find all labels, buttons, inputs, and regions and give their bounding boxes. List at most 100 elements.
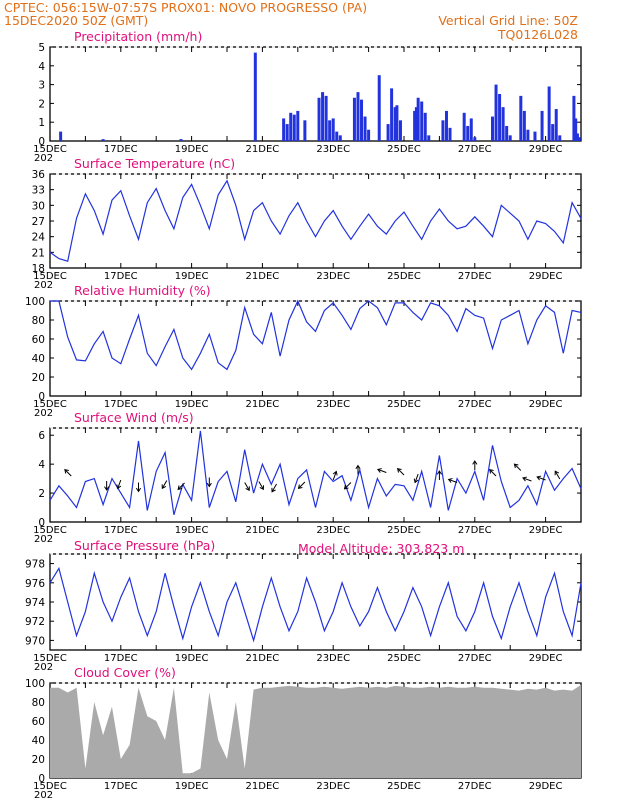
x-tick-label: 29DEC [529,144,563,155]
precip-bar [331,118,335,141]
precip-bar [328,120,332,141]
y-tick-label: 40 [32,735,45,747]
precip-bar [466,125,470,141]
plot-frame [49,173,582,269]
precip-bar [393,107,397,141]
wind-arrow-shaft [161,480,168,489]
precip-bar [282,118,286,141]
precip-bar [253,52,257,141]
x-tick-label: 21DEC [246,144,280,155]
precip-bar [575,133,579,141]
x-tick-label: 17DEC [104,653,138,664]
precip-bar [441,120,445,141]
wind-arrow-shaft [554,470,561,480]
wind-arrow-shaft [244,482,250,491]
y-tick-label: 33 [32,185,45,197]
x-year-stub: 202 [34,534,53,545]
wind-arrow-shaft [514,463,522,471]
precip-bar [416,97,420,141]
wind-arrow-shaft [489,469,497,477]
x-tick-label: 17DEC [104,525,138,536]
x-tick-label: 15DEC [33,781,67,792]
y-tick-label: 978 [25,559,45,571]
y-tick-label: 0 [38,136,45,148]
y-tick-label: 36 [32,169,46,181]
y-tick-label: 20 [32,372,45,384]
wind-arrow-shaft [271,483,277,493]
panel-title: Cloud Cover (%) [74,665,176,680]
precip-bar [554,109,558,141]
wind-arrow-head [104,486,110,491]
precip-bar [469,118,473,141]
x-tick-label: 21DEC [246,781,280,792]
y-tick-label: 976 [25,578,45,590]
x-tick-label: 29DEC [529,525,563,536]
x-tick-label: 27DEC [458,271,492,282]
x-tick-label: 19DEC [175,399,209,410]
x-tick-label: 29DEC [529,781,563,792]
wind-arrow-head [355,464,361,470]
wind-arrow-shaft [377,468,387,473]
panel-title: Relative Humidity (%) [74,283,211,298]
wind-arrow-head [271,487,276,493]
panel-humidity: Relative Humidity (%) 0 20 40 60 80 100 15DEC 17… [25,283,582,419]
x-year-stub: 202 [34,153,53,164]
precip-bar [179,139,183,141]
precip-bar [285,124,289,141]
wind-arrow-head [245,486,250,492]
wind-arrow-head [161,484,167,490]
x-year-stub: 202 [34,790,53,800]
y-tick-label: 2 [38,488,45,500]
x-tick-label: 29DEC [529,399,563,410]
precip-bar [577,137,581,141]
panel-cloud: Cloud Cover (%) 0 20 40 60 80 100 15DEC 17DEC 19D… [25,665,582,800]
precip-bar [574,118,578,141]
y-tick-label: 21 [32,247,45,259]
panel-temp: Surface Temperature (nC) 18 21 24 27 30 33 36 15… [32,156,582,291]
wind-arrow-shaft [332,471,337,481]
panel-precip: Precipitation (mm/h) 0 1 2 3 4 5 15DEC 17DEC 19DE… [33,29,582,164]
x-tick-label: 29DEC [529,653,563,664]
y-tick-label: 80 [32,697,45,709]
precip-bar [491,116,494,141]
chart-panels: Precipitation (mm/h) 0 1 2 3 4 5 15DEC 17DEC 19DE… [25,29,582,800]
precip-bar [390,88,394,141]
y-tick-label: 0 [38,517,45,529]
precip-bar [398,120,402,141]
precip-bar [551,124,555,141]
series-line-temp [49,179,582,262]
precip-bar [423,112,427,141]
precip-bar [547,86,551,141]
precip-bar [367,129,371,141]
y-tick-label: 24 [32,232,46,244]
y-tick-label: 0 [38,773,45,785]
precip-bar [522,110,526,141]
x-tick-label: 25DEC [387,781,421,792]
y-tick-label: 20 [32,754,45,766]
header-run-date: 15DEC2020 50Z (GMT) [4,13,148,28]
precip-bar [352,97,356,141]
precip-bar [420,101,424,141]
y-tick-label: 0 [38,391,45,403]
wind-arrow-head [376,468,382,473]
precip-bar [413,110,417,141]
y-tick-label: 80 [32,315,45,327]
x-tick-label: 17DEC [104,781,138,792]
precip-bar [317,97,321,141]
precip-bar [473,137,477,141]
precip-bar [572,95,576,141]
wind-arrow-head [177,485,183,491]
x-tick-label: 27DEC [458,653,492,664]
wind-arrow-head [554,470,560,476]
x-tick-label: 23DEC [316,525,350,536]
precip-bar [427,135,431,141]
x-tick-label: 23DEC [316,271,350,282]
y-tick-label: 60 [32,716,45,728]
precip-bar [558,135,562,141]
wind-arrow-head [259,485,265,491]
wind-arrow-head [522,476,527,482]
y-tick-label: 60 [32,334,45,346]
x-tick-label: 21DEC [246,271,280,282]
precip-bar [501,107,505,141]
x-tick-label: 21DEC [246,653,280,664]
